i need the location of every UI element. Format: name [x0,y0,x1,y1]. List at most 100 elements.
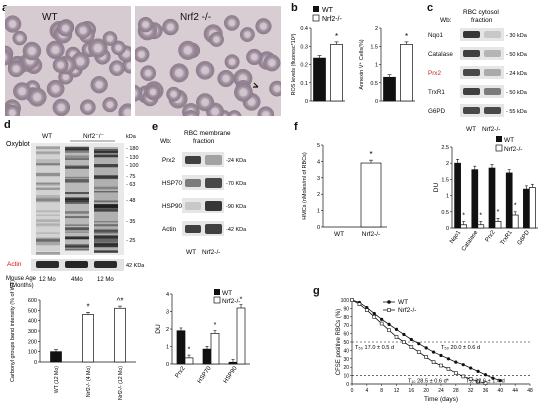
data-point-nrf2 [379,321,384,326]
group-label-nrf2-d: Nrf2⁻/⁻ [83,133,105,140]
band-wt [463,88,480,95]
rbc-cell-center [123,108,131,116]
panel-label-d: d [4,119,11,131]
rbc-cell [135,84,143,102]
lane-label-wt-e: WT [186,249,196,256]
data-point-wt [498,379,502,383]
blot-row-kda: -70 KDa [226,181,247,187]
band-wt [185,225,201,233]
oxyblot-band [65,216,89,219]
age-wt: 12 Mo [39,277,56,283]
band-nrf2 [484,88,501,95]
blot-row-kda: - 50 kDa [506,52,528,58]
rbc-cell-center [57,61,65,69]
data-point-nrf2 [372,314,377,319]
panel-label-c: c [427,2,434,14]
rbc-cell-center [79,26,87,35]
y-tick-label: 300 [28,329,37,335]
group-label-wt-d: WT [42,133,52,140]
oxyblot-band [36,146,60,150]
blot-row-label: Prx2 [428,70,441,77]
data-point-nrf2 [483,381,488,385]
blot-row-kda: - 55 kDa [506,109,528,115]
y-tick-label: 1 [446,194,449,200]
data-point-nrf2 [350,298,354,302]
oxyblot-band [36,197,60,202]
blot-row-kda: - 30 kDa [506,33,528,39]
rbc-cell [5,48,12,66]
annotation-t50-wt: T₅₀ 20.0 ± 0.6 d [441,345,480,351]
band-wt [463,31,480,38]
y-tick-label: 0.5 [370,81,378,87]
y-tick-label: 1 [317,209,320,215]
band-wt [463,50,480,57]
oxyblot-band [94,148,118,153]
y-axis-label: ROS levels (fluoresc*10³) [291,33,297,95]
band-nrf2 [205,178,222,188]
legend-nrf2-e: Nrf2-/- [222,298,240,305]
blot-row-kda: -42 KDa [226,227,247,233]
y-tick-label: 0 [375,99,378,105]
oxyblot-band [94,151,118,154]
rbc-cell-center [62,73,70,81]
oxyblot-band [94,200,118,203]
arrow-icon [253,82,259,88]
oxyblot-band [36,187,60,191]
rbc-cell-center [201,66,210,75]
actin-kda-d: 42 KDa [126,263,145,269]
oxyblot-band [36,198,60,203]
y-tick-label: 1 [375,63,378,69]
band-nrf2 [484,31,501,38]
rbc-cell-center [273,85,281,93]
blot-row-label: Actin [162,226,176,233]
data-point-wt [409,337,413,342]
legend-swatch-wt [313,6,319,12]
data-point-nrf2 [357,302,362,307]
micrograph-label-wt: WT [42,12,58,23]
significance-mark: * [369,150,372,159]
oxyblot-band [65,166,89,169]
x-tick-label: 4 [365,388,368,394]
rbc-cell-center [57,103,66,112]
legend-marker-nrf2 [387,308,391,312]
oxyblot-band [65,248,89,250]
rbc-cell-center [149,88,157,96]
rbc-cell-center [93,43,103,53]
data-point-nrf2 [468,377,473,381]
y-tick-label: 30 [343,357,349,363]
blot-row-label: Nqo1 [428,32,444,39]
rbc-cell-center [8,109,16,116]
rbc-cell-center [12,65,20,73]
oxyblot-band [36,152,60,155]
rbc-cell-center [115,44,122,52]
oxyblot-band [65,179,89,183]
rbc-cell-center [211,107,219,116]
significance-mark: * [514,203,517,210]
oxyblot-band [36,182,60,185]
rbc-cell-center [166,23,175,31]
oxyblot-band [94,250,118,253]
y-tick-label: 70 [343,323,349,329]
oxyblot-title: Oxyblot [6,141,30,148]
rbc-cell-center [231,114,238,116]
band-wt [185,156,201,164]
blot-row-kda: -90 KDa [226,204,247,210]
oxyblot-band [65,224,89,226]
x-tick-label: 32 [468,388,474,394]
rbc-cell-center [142,21,149,29]
rbc-cell-center [175,68,184,78]
y-tick-label: 0.3 [300,44,308,50]
data-point-nrf2 [461,374,466,379]
oxyblot-band [94,154,118,158]
rbc-cell-center [16,34,23,42]
oxyblot-band [94,164,118,168]
data-point-wt [446,357,451,361]
y-tick-label: 3 [317,176,320,182]
age-label-1: Mouse Age [6,276,37,282]
significance-mark: * [462,212,465,219]
significance-mark: * [214,322,217,329]
y-tick-label: 90 [343,306,349,312]
kda-marker: - 35 [126,219,135,225]
